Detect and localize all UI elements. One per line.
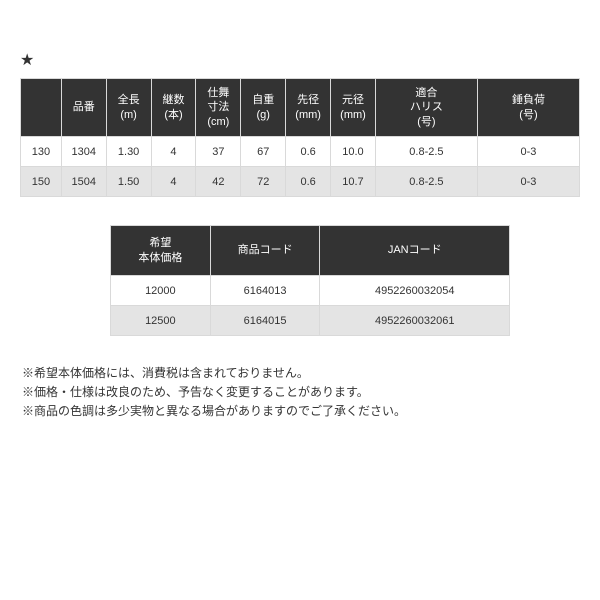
note-line: ※希望本体価格には、消費税は含まれておりません。 bbox=[22, 364, 580, 383]
cell: 1504 bbox=[61, 167, 106, 197]
table-row: 12500 6164015 4952260032061 bbox=[111, 306, 510, 336]
spec-th-2: 全長(m) bbox=[106, 79, 151, 137]
cell: 42 bbox=[196, 167, 241, 197]
cell: 4952260032054 bbox=[320, 276, 510, 306]
cell: 10.7 bbox=[331, 167, 376, 197]
spec-th-8: 適合ハリス(号) bbox=[375, 79, 477, 137]
cell: 4 bbox=[151, 137, 196, 167]
note-line: ※価格・仕様は改良のため、予告なく変更することがあります。 bbox=[22, 383, 580, 402]
spec-th-4: 仕舞寸法(cm) bbox=[196, 79, 241, 137]
cell: 1304 bbox=[61, 137, 106, 167]
cell: 1.30 bbox=[106, 137, 151, 167]
cell: 10.0 bbox=[331, 137, 376, 167]
table-row: 150 1504 1.50 4 42 72 0.6 10.7 0.8-2.5 0… bbox=[21, 167, 580, 197]
spec-th-7: 元径(mm) bbox=[331, 79, 376, 137]
price-th-0: 希望本体価格 bbox=[111, 226, 211, 276]
cell: 1.50 bbox=[106, 167, 151, 197]
cell: 0-3 bbox=[477, 137, 579, 167]
notes-block: ※希望本体価格には、消費税は含まれておりません。 ※価格・仕様は改良のため、予告… bbox=[22, 364, 580, 422]
cell: 130 bbox=[21, 137, 62, 167]
spec-th-3: 継数(本) bbox=[151, 79, 196, 137]
price-th-1: 商品コード bbox=[210, 226, 320, 276]
spec-th-0 bbox=[21, 79, 62, 137]
cell: 4 bbox=[151, 167, 196, 197]
price-table-header-row: 希望本体価格 商品コード JANコード bbox=[111, 226, 510, 276]
spec-th-9: 錘負荷(号) bbox=[477, 79, 579, 137]
cell: 0.8-2.5 bbox=[375, 137, 477, 167]
price-th-2: JANコード bbox=[320, 226, 510, 276]
cell: 72 bbox=[241, 167, 286, 197]
cell: 12500 bbox=[111, 306, 211, 336]
cell: 150 bbox=[21, 167, 62, 197]
cell: 0.6 bbox=[286, 137, 331, 167]
cell: 0.8-2.5 bbox=[375, 167, 477, 197]
cell: 12000 bbox=[111, 276, 211, 306]
cell: 37 bbox=[196, 137, 241, 167]
spec-th-1: 品番 bbox=[61, 79, 106, 137]
spec-th-6: 先径(mm) bbox=[286, 79, 331, 137]
price-table: 希望本体価格 商品コード JANコード 12000 6164013 495226… bbox=[110, 225, 510, 336]
cell: 0-3 bbox=[477, 167, 579, 197]
spec-th-5: 自重(g) bbox=[241, 79, 286, 137]
note-line: ※商品の色調は多少実物と異なる場合がありますのでご了承ください。 bbox=[22, 402, 580, 421]
table-row: 130 1304 1.30 4 37 67 0.6 10.0 0.8-2.5 0… bbox=[21, 137, 580, 167]
star-marker: ★ bbox=[20, 50, 580, 70]
cell: 6164015 bbox=[210, 306, 320, 336]
spec-table: 品番 全長(m) 継数(本) 仕舞寸法(cm) 自重(g) 先径(mm) 元径(… bbox=[20, 78, 580, 197]
spec-table-header-row: 品番 全長(m) 継数(本) 仕舞寸法(cm) 自重(g) 先径(mm) 元径(… bbox=[21, 79, 580, 137]
cell: 67 bbox=[241, 137, 286, 167]
cell: 6164013 bbox=[210, 276, 320, 306]
cell: 4952260032061 bbox=[320, 306, 510, 336]
table-row: 12000 6164013 4952260032054 bbox=[111, 276, 510, 306]
cell: 0.6 bbox=[286, 167, 331, 197]
